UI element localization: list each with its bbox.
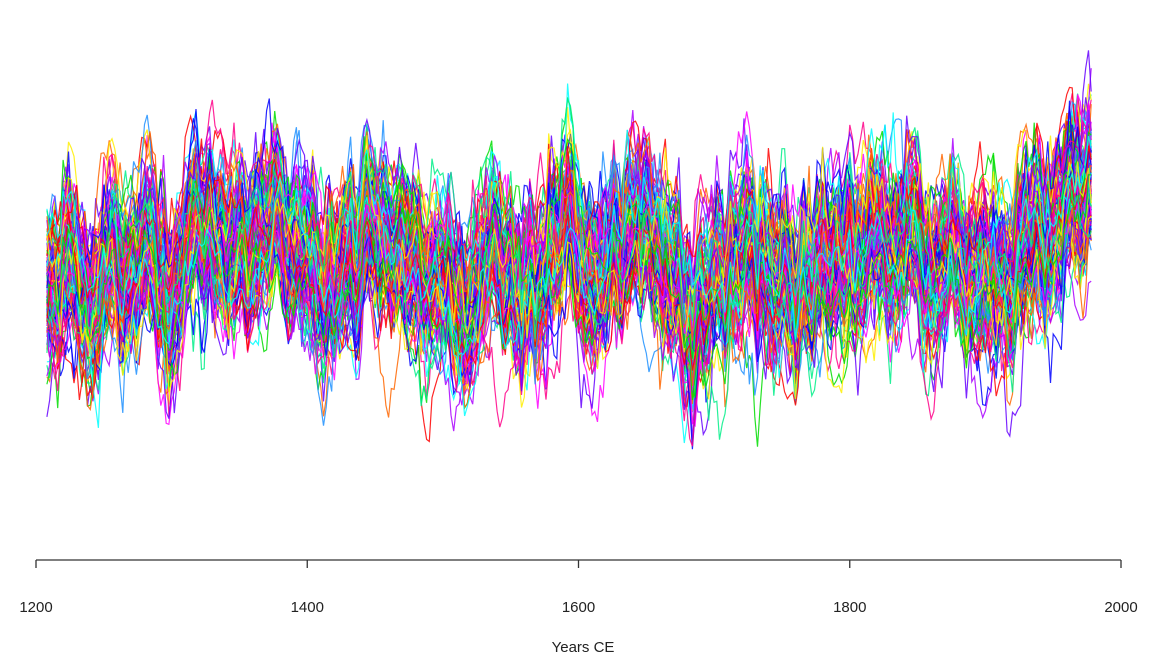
x-axis-title: Years CE — [552, 639, 615, 656]
series-line — [46, 135, 1092, 393]
x-tick-label: 1600 — [562, 599, 595, 616]
series-lines — [46, 50, 1092, 450]
series-line — [46, 115, 1092, 392]
x-tick-label: 1400 — [291, 599, 324, 616]
series-line — [46, 135, 1092, 385]
x-ticks: 1200 1400 1600 1800 2000 — [19, 560, 1138, 616]
series-line — [46, 138, 1092, 359]
x-tick-label: 1200 — [19, 599, 52, 616]
x-tick-label: 1800 — [833, 599, 866, 616]
x-axis: 1200 1400 1600 1800 2000 — [19, 559, 1138, 616]
x-tick-label: 2000 — [1104, 599, 1137, 616]
